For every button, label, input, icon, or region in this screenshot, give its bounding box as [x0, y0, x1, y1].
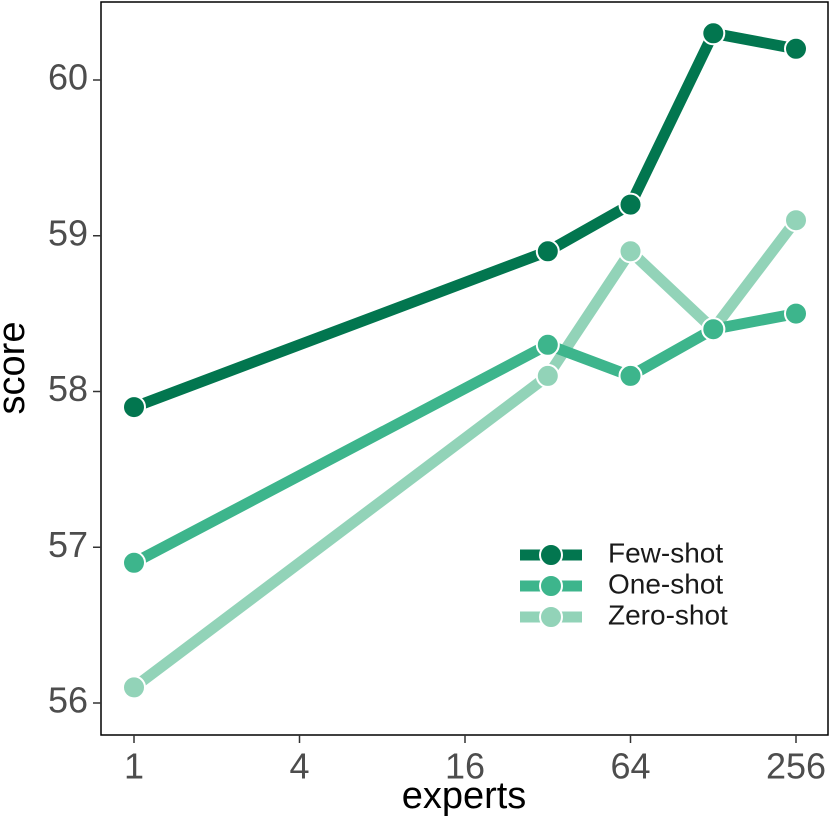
- y-tick-label: 60: [48, 57, 88, 98]
- legend-key-marker-few-shot: [539, 543, 563, 567]
- x-tick-label: 1: [124, 746, 144, 787]
- y-tick-label: 59: [48, 212, 88, 253]
- y-tick-label: 57: [48, 524, 88, 565]
- x-tick-label: 64: [610, 746, 650, 787]
- data-point-zero-shot: [784, 208, 808, 233]
- data-point-one-shot: [618, 363, 643, 388]
- legend-label-zero-shot: Zero-shot: [608, 599, 728, 630]
- legend-label-few-shot: Few-shot: [608, 537, 723, 568]
- data-point-one-shot: [701, 317, 726, 342]
- legend-label-one-shot: One-shot: [608, 568, 723, 599]
- y-axis-title: score: [0, 322, 33, 415]
- y-tick-label: 56: [48, 680, 88, 721]
- data-point-one-shot: [784, 301, 808, 326]
- data-point-one-shot: [535, 332, 560, 357]
- data-point-few-shot: [122, 395, 146, 420]
- data-point-few-shot: [701, 21, 726, 46]
- x-tick-label: 16: [445, 746, 485, 787]
- data-point-few-shot: [784, 36, 808, 61]
- y-tick-label: 58: [48, 368, 88, 409]
- x-axis-title: experts: [402, 775, 527, 817]
- data-point-few-shot: [535, 239, 560, 264]
- data-point-one-shot: [122, 550, 146, 575]
- data-point-few-shot: [618, 192, 643, 217]
- data-point-zero-shot: [122, 675, 146, 700]
- x-tick-label: 4: [289, 746, 309, 787]
- legend-key-marker-one-shot: [539, 574, 563, 598]
- x-tick-label: 256: [766, 746, 826, 787]
- data-point-zero-shot: [535, 363, 560, 388]
- x-axis: 1 4 16 64 256: [124, 735, 826, 787]
- data-point-zero-shot: [618, 239, 643, 264]
- series-layer: [122, 21, 808, 700]
- legend-key-marker-zero-shot: [539, 605, 563, 629]
- y-axis: 56 57 58 59 60: [48, 57, 101, 721]
